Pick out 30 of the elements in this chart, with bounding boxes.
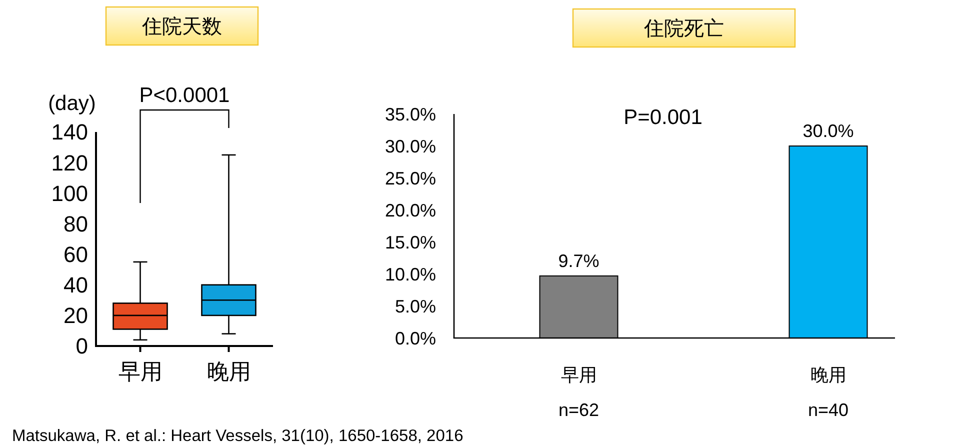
y-tick-label: 40 [64,272,88,298]
text: Matsukawa, R. et al.: Heart Vessels, 31(10), 1650-1658, 2016 [12,427,464,445]
x-tick-label: 早用 [560,365,597,385]
y-tick-label: 5.0% [394,296,436,316]
y-tick-label: 30.0% [384,136,436,156]
y-tick-label: 120 [51,150,88,176]
y-tick-label: 20 [64,303,88,328]
text: n=62 [558,400,600,420]
x-tick-label: 晚用 [810,365,846,385]
chart-title: 住院天数 [141,16,222,38]
text: n=40 [808,400,849,420]
y-tick-label: 0 [76,334,88,359]
x-tick-label: 早用 [118,359,162,384]
data-label: 9.7% [558,250,600,271]
y-tick-label: 80 [64,211,88,236]
chart-title: 住院死亡 [643,18,724,40]
y-tick-label: 15.0% [384,232,436,252]
y-tick-label: 0.0% [394,328,436,348]
text: P<0.0001 [139,84,230,107]
y-tick-label: 20.0% [384,200,436,220]
y-tick-label: 140 [51,120,88,145]
x-tick-label: 晚用 [206,359,251,384]
y-tick-label: 100 [51,180,88,206]
data-label: 30.0% [802,121,854,141]
y-tick-label: 60 [64,242,88,267]
y-tick-label: 25.0% [384,168,436,188]
y-tick-label: 10.0% [384,264,436,284]
y-tick-label: 35.0% [384,104,436,124]
annotation: P=0.001 [624,106,702,129]
y-axis-title: (day) [48,92,96,115]
